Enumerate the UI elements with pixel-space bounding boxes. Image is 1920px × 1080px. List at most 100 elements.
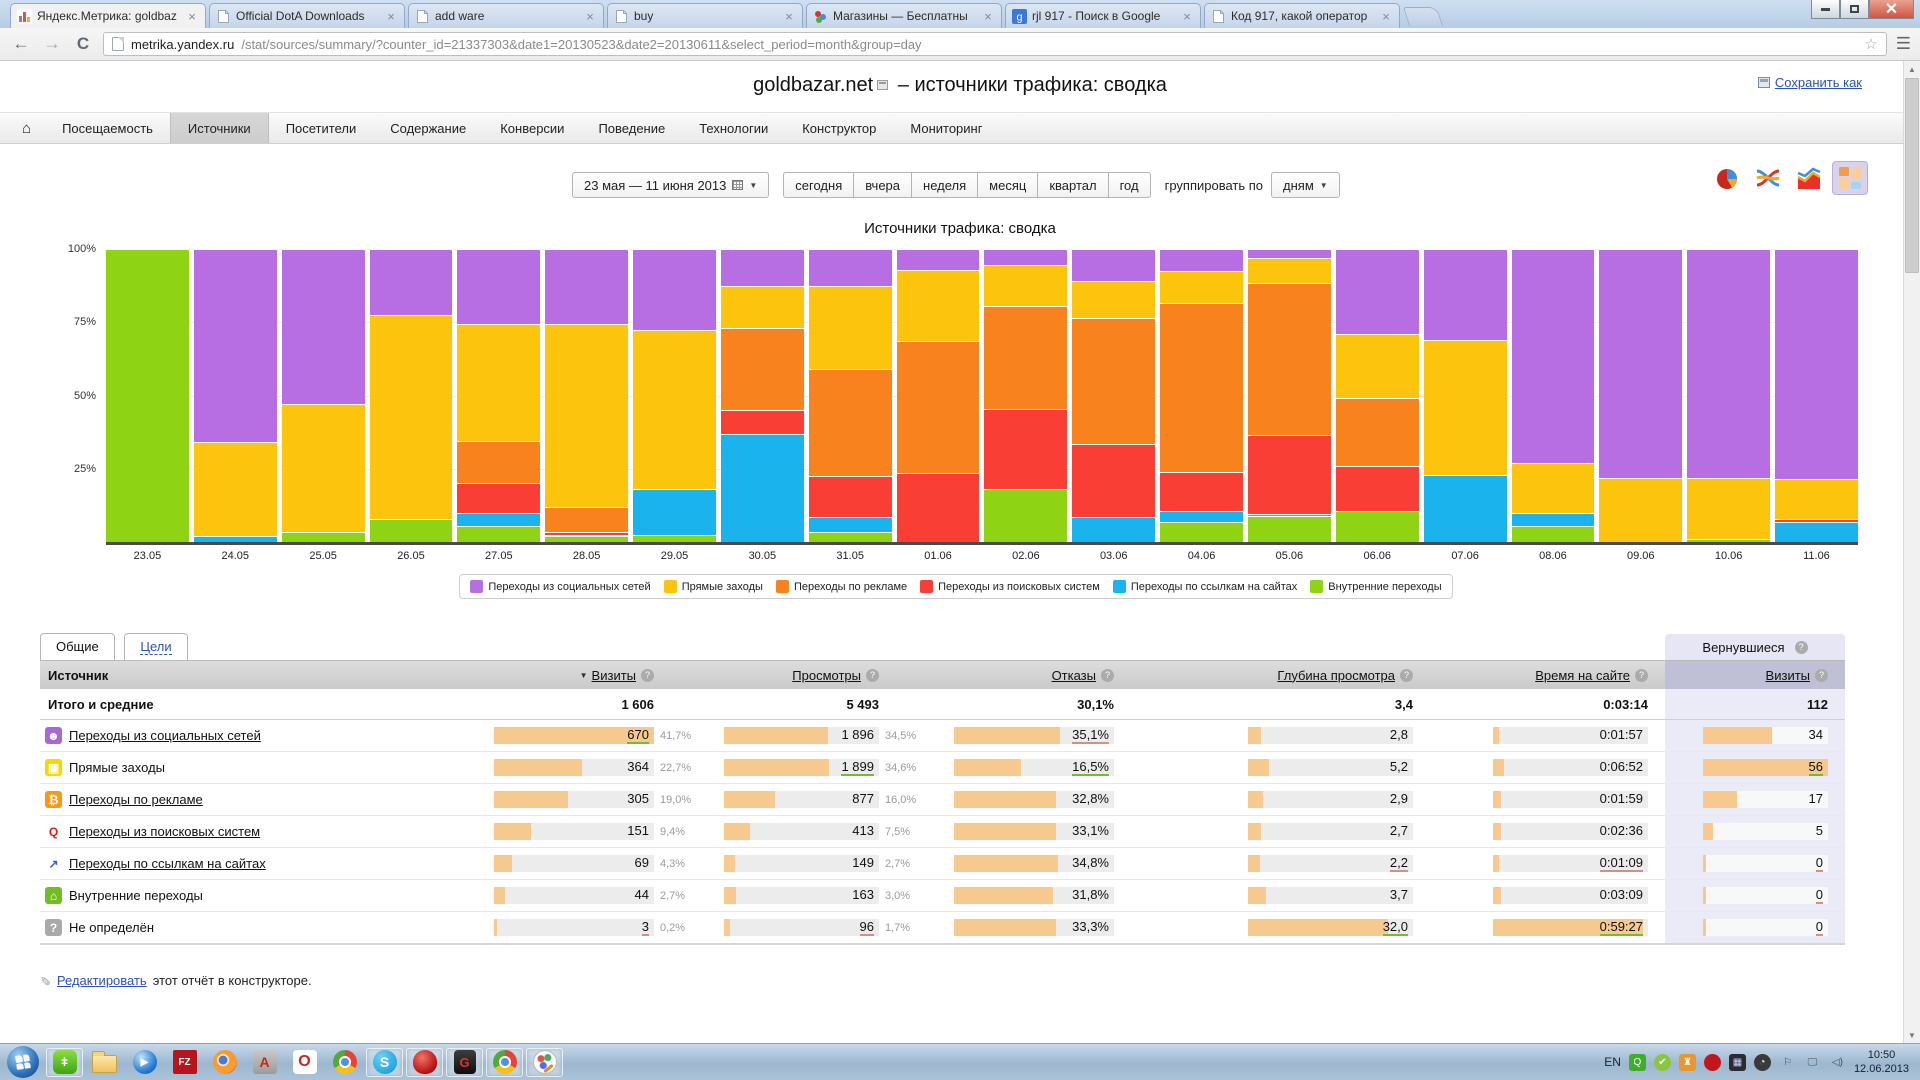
adobe-reader-icon[interactable]: A [246,1048,283,1077]
tab-close-icon[interactable]: × [1183,8,1191,24]
help-icon[interactable]: ? [1815,668,1828,682]
chart-bar-segment[interactable] [808,285,892,370]
source-name[interactable]: Переходы из поисковых систем [69,824,261,839]
back-button[interactable]: ← [12,34,30,53]
filezilla-icon[interactable]: FZ [166,1048,203,1077]
timer-app-icon[interactable]: ◔ [1753,1053,1771,1071]
nav-item-мониторинг[interactable]: Мониторинг [910,121,983,136]
chart-bar-segment[interactable] [1775,518,1858,522]
restore-button[interactable] [1840,0,1869,19]
chart-bar-segment[interactable] [1687,539,1771,542]
nav-item-посетители[interactable]: Посетители [285,121,357,136]
chart-bar-segment[interactable] [545,536,629,542]
chart-bar-segment[interactable] [1072,443,1156,518]
period-button-неделя[interactable]: неделя [911,172,979,198]
stacked-blocks-view-icon[interactable] [1832,161,1868,195]
chart-bar-segment[interactable] [808,249,892,286]
help-icon[interactable]: ? [1101,668,1114,682]
update-check-icon[interactable]: ✔ [1653,1053,1671,1071]
help-icon[interactable]: ? [641,668,654,682]
chart-bar-segment[interactable] [457,323,541,441]
chart-bar-segment[interactable] [1247,257,1331,283]
chart-bar-segment[interactable] [1335,249,1419,335]
browser-tab[interactable]: Official DotA Downloads × [209,3,405,28]
browser-tab[interactable]: Код 917, какой оператор × [1204,3,1400,28]
dark-grid-app-icon[interactable]: ▦ [1728,1053,1746,1071]
chart-bar-segment[interactable] [457,249,541,324]
chart-bar-segment[interactable] [896,249,980,270]
chart-bar-segment[interactable] [1599,477,1683,542]
site-link[interactable]: goldbazar.net [753,74,874,96]
volume-icon[interactable]: ◁) [1831,1056,1843,1068]
chart-bar-segment[interactable] [545,506,629,532]
chart-bar-segment[interactable] [1335,334,1419,399]
media-player-icon[interactable]: ▶ [126,1048,163,1077]
close-button[interactable]: ✕ [1869,0,1914,19]
period-button-квартал[interactable]: квартал [1037,172,1109,198]
tab-close-icon[interactable]: × [188,8,196,24]
period-button-год[interactable]: год [1107,172,1151,198]
help-icon[interactable]: ? [1794,640,1808,654]
language-indicator[interactable]: EN [1604,1055,1621,1069]
chart-bar-segment[interactable] [1423,474,1507,542]
period-button-вчера[interactable]: вчера [853,172,913,198]
chart-bar-segment[interactable] [369,314,453,519]
start-button[interactable] [7,1046,39,1078]
url-bar[interactable]: metrika.yandex.ru/stat/sources/summary/?… [103,32,1887,56]
minimize-button[interactable] [1811,0,1840,19]
chart-bar-segment[interactable] [1423,249,1507,340]
chart-bar-segment[interactable] [984,408,1068,490]
chart-bar-segment[interactable] [896,269,980,342]
scrollbar-thumb[interactable] [1905,78,1919,273]
browser-menu-icon[interactable]: ☰ [1895,34,1911,53]
browser-tab[interactable]: add ware × [408,3,604,28]
chart-bar-segment[interactable] [896,473,980,542]
chart-bar-segment[interactable] [1335,398,1419,466]
date-range-button[interactable]: 23 мая — 11 июня 2013 ▼ [572,172,770,198]
chart-bar-segment[interactable] [1511,249,1595,463]
explorer-icon[interactable] [86,1048,123,1077]
chart-bar-segment[interactable] [1247,514,1331,516]
chart-bar-segment[interactable] [1247,515,1331,542]
period-button-сегодня[interactable]: сегодня [783,172,855,198]
tab-goals[interactable]: Цели [124,633,188,660]
chart-bar-segment[interactable] [720,433,804,542]
nav-item-посещаемость[interactable]: Посещаемость [62,121,153,136]
reload-button[interactable]: C [76,34,90,53]
area-chart-view-icon[interactable] [1791,161,1827,195]
browser-tab[interactable]: Яндекс.Метрика: goldbaz × [10,3,206,28]
chart-bar-segment[interactable] [457,483,541,513]
chart-bar-segment[interactable] [193,249,277,443]
chart-bar-segment[interactable] [1160,271,1243,304]
chart-bar-segment[interactable] [1775,249,1858,480]
external-link-icon[interactable] [877,80,889,90]
chart-bar-segment[interactable] [457,440,541,484]
chart-bar-segment[interactable] [369,249,453,315]
garena-icon[interactable]: G [446,1047,483,1077]
chart-bar-segment[interactable] [1160,521,1243,542]
chart-bar-segment[interactable] [720,285,804,329]
chart-bar-segment[interactable] [1160,303,1243,472]
group-by-select[interactable]: дням ▼ [1271,172,1340,198]
chart-bar-segment[interactable] [545,249,629,324]
chart-bar-segment[interactable] [1511,462,1595,513]
chart-bar-segment[interactable] [281,404,365,532]
network-icon[interactable]: 🖵 [1807,1056,1818,1068]
chart-bar-segment[interactable] [1160,249,1243,272]
paint-app-icon[interactable] [526,1047,563,1077]
chart-bar-segment[interactable] [808,369,892,477]
firefox-icon[interactable] [206,1048,243,1077]
scroll-down-icon[interactable]: ▼ [1908,1030,1916,1040]
game-mascot-app-icon[interactable] [406,1047,443,1077]
browser-tab[interactable]: g rjl 917 - Поиск в Google × [1005,3,1201,28]
chart-bar-segment[interactable] [1072,249,1156,282]
chart-bar-segment[interactable] [720,328,804,411]
chart-bar-segment[interactable] [633,489,716,535]
help-icon[interactable]: ? [866,668,879,682]
chart-bar-segment[interactable] [808,531,892,542]
browser-tab[interactable]: Магазины — Бесплатны × [806,3,1002,28]
chart-bar-segment[interactable] [1775,521,1858,542]
chart-bar-segment[interactable] [1687,249,1771,478]
pie-chart-view-icon[interactable] [1709,161,1745,195]
tab-close-icon[interactable]: × [387,8,395,24]
